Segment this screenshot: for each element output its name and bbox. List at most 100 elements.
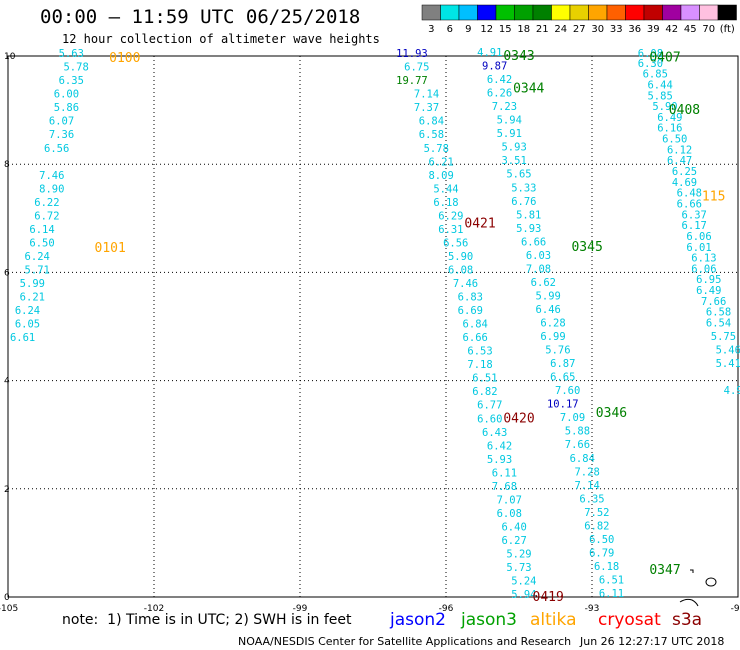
swh-label: 6.62 xyxy=(531,277,556,289)
swh-label: 6.05 xyxy=(15,319,40,331)
swh-label: 6.50 xyxy=(662,134,687,146)
time-label: 115 xyxy=(702,190,725,205)
swh-label: 6.11 xyxy=(492,467,517,479)
swh-label: 5.63 xyxy=(59,48,84,60)
swh-label: 6.00 xyxy=(54,89,79,101)
legend-label: 27 xyxy=(573,24,586,35)
swh-label: 6.82 xyxy=(584,520,609,532)
swh-label: 6.72 xyxy=(34,210,59,222)
legend-label: 45 xyxy=(684,24,697,35)
swh-label: 4.91 xyxy=(477,47,502,59)
swh-label: 6.84 xyxy=(463,319,488,331)
swh-label: 6.13 xyxy=(691,253,716,265)
time-label: 0420 xyxy=(503,411,534,426)
swh-label: 6.66 xyxy=(463,332,488,344)
legend-label: 24 xyxy=(554,24,567,35)
legend-label: 42 xyxy=(665,24,678,35)
time-label: 0346 xyxy=(596,406,627,421)
swh-label: 5.73 xyxy=(506,562,531,574)
swh-label: 6.24 xyxy=(15,305,40,317)
swh-label: 6.18 xyxy=(594,561,619,573)
swh-label: 6.61 xyxy=(10,332,35,344)
swh-label: 6.30 xyxy=(638,58,663,70)
swh-label: 6.27 xyxy=(501,535,526,547)
swh-label: 6.46 xyxy=(536,304,561,316)
swh-label: 6.66 xyxy=(521,236,546,248)
map-frame xyxy=(7,55,739,598)
legend-label: 6 xyxy=(447,24,453,35)
swh-label: 6.49 xyxy=(657,112,682,124)
swh-label: 6.50 xyxy=(29,237,54,249)
time-label: 0100 xyxy=(109,51,140,66)
swh-label: 5.24 xyxy=(511,576,536,588)
swh-label: 6.12 xyxy=(667,144,692,156)
legend-swatch xyxy=(421,4,441,21)
swh-label: 6.08 xyxy=(448,264,473,276)
swh-label: 7.68 xyxy=(492,481,517,493)
legend-swatch xyxy=(588,4,608,21)
swh-label: 6.42 xyxy=(487,74,512,86)
swh-label: 6.48 xyxy=(677,188,702,200)
x-tick-label: -99 xyxy=(293,604,308,614)
time-label: 0407 xyxy=(649,51,680,66)
legend-swatch xyxy=(458,4,478,21)
swh-label: 3.51 xyxy=(501,155,526,167)
swh-label: 6.26 xyxy=(487,88,512,100)
time-label: 0101 xyxy=(95,241,126,256)
legend-swatch xyxy=(477,4,497,21)
swh-label: 6.03 xyxy=(526,250,551,262)
swh-label: 6.75 xyxy=(404,62,429,74)
satellite-label-s3a: s3a xyxy=(672,610,703,630)
swh-label: 6.14 xyxy=(29,224,54,236)
legend-label: 9 xyxy=(465,24,471,35)
time-label: 0408 xyxy=(669,103,700,118)
time-label: 0345 xyxy=(571,240,602,255)
swh-label: 6.58 xyxy=(419,129,444,141)
swh-label: 7.23 xyxy=(492,101,517,113)
swh-label: 7.66 xyxy=(701,296,726,308)
swh-label: 7.36 xyxy=(49,129,74,141)
swh-label: 7.46 xyxy=(39,170,64,182)
swh-label: 6.21 xyxy=(428,156,453,168)
x-tick-label: -90 xyxy=(731,604,740,614)
swh-label: 6.08 xyxy=(497,508,522,520)
swh-label: 6.28 xyxy=(540,318,565,330)
swh-label: 5.75 xyxy=(711,331,736,343)
x-tick-label: -93 xyxy=(585,604,600,614)
swh-label: 7.09 xyxy=(560,412,585,424)
swh-label: 6.11 xyxy=(599,588,624,600)
swh-label: 6.66 xyxy=(677,198,702,210)
swh-label: 6.79 xyxy=(589,547,614,559)
swh-label: 6.49 xyxy=(696,285,721,297)
legend-label: 70 xyxy=(702,24,715,35)
swh-label: 7.18 xyxy=(467,359,492,371)
swh-label: 6.07 xyxy=(49,116,74,128)
swh-label: 5.46 xyxy=(716,345,740,357)
swh-label: 5.76 xyxy=(545,345,570,357)
swh-label: 4.9 xyxy=(724,385,740,397)
legend-label: (ft) xyxy=(720,24,735,35)
legend-label: 18 xyxy=(517,24,530,35)
swh-label: 5.94 xyxy=(497,115,522,127)
swh-label: 6.83 xyxy=(458,292,483,304)
time-label: 0343 xyxy=(503,49,534,64)
swh-label: 6.69 xyxy=(458,305,483,317)
legend-label: 15 xyxy=(499,24,512,35)
swh-label: 5.81 xyxy=(516,209,541,221)
page-title: 00:00 – 11:59 UTC 06/25/2018 xyxy=(40,6,361,28)
swh-label: 6.82 xyxy=(472,386,497,398)
swh-label: 7.14 xyxy=(414,89,439,101)
swh-label: 5.86 xyxy=(54,102,79,114)
swh-label: 7.60 xyxy=(555,385,580,397)
swh-label: 5.94 xyxy=(511,589,536,601)
swh-label: 5.88 xyxy=(565,426,590,438)
swh-label: 6.29 xyxy=(438,210,463,222)
swh-label: 6.84 xyxy=(419,116,444,128)
legend-label: 39 xyxy=(647,24,660,35)
legend-swatch xyxy=(514,4,534,21)
legend-swatch xyxy=(625,4,645,21)
swh-label: 8.09 xyxy=(428,170,453,182)
satellite-label-cryosat: cryosat xyxy=(598,610,661,630)
footer-credit: NOAA/NESDIS Center for Satellite Applica… xyxy=(238,635,572,648)
